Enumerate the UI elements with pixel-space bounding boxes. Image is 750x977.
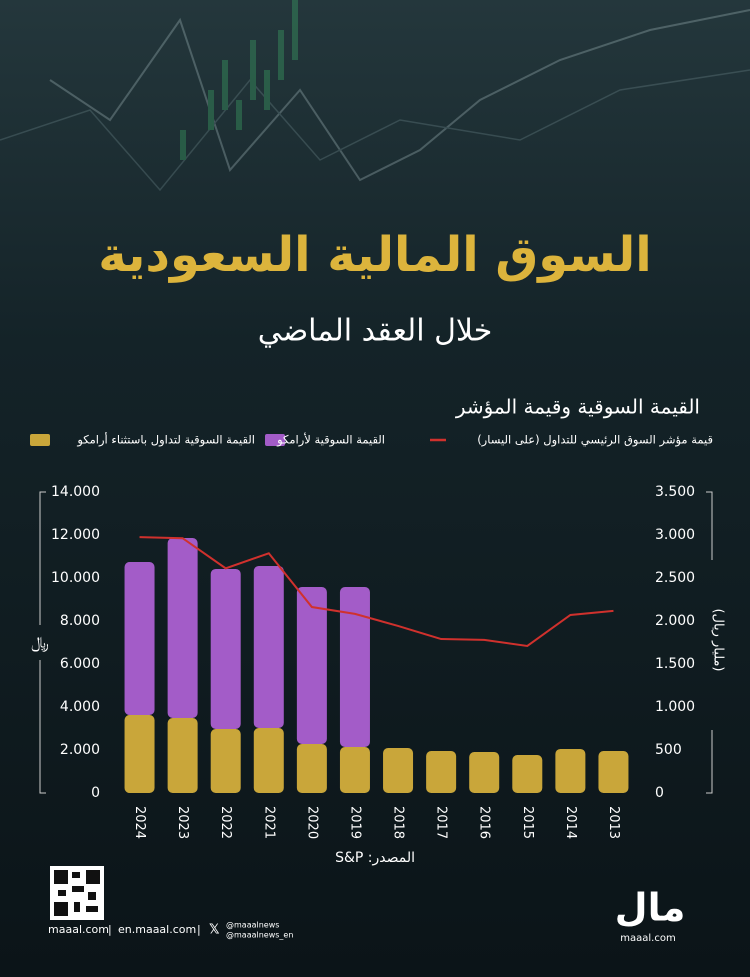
qr-code [50,866,104,920]
x-tick-label: 2020 [304,806,319,839]
y2-tick-label: 500 [655,742,682,758]
x-tick-label: 2022 [218,806,233,839]
x-tick-label: 2014 [563,806,578,839]
x-tick-label: 2016 [477,806,492,839]
subtitle: خلال العقد الماضي [258,314,493,349]
bar [253,727,284,793]
x-icon: 𝕏 [209,923,220,938]
y2-tick-label: 0 [655,785,664,801]
y-tick-label: 8.000 [60,613,100,629]
bar [469,751,500,793]
logo-site: maaal.com [620,933,675,944]
main-title: السوق المالية السعودية [98,227,651,283]
bar [339,587,370,747]
bar [296,743,327,793]
y2-tick-label: 1.500 [655,656,695,672]
y2-axis-label: (مليار ريال) [711,608,726,671]
bar [555,748,586,793]
legend-label: قيمة مؤشر السوق الرئيسي للتداول (على الي… [477,433,713,448]
x-tick-label: 2013 [606,806,621,839]
bar [296,587,327,744]
y-tick-label: 0 [91,785,100,801]
bar [167,538,198,719]
x-tick-label: 2015 [520,806,535,839]
legend-swatch [30,434,50,446]
site: maaal.com [48,923,109,936]
y-tick-label: 14.000 [51,484,100,500]
y2-tick-label: 2.000 [655,613,695,629]
bar [210,568,241,730]
bar [383,748,414,793]
y-tick-label: 4.000 [60,699,100,715]
bar [426,751,457,793]
axis-brackets [39,491,713,794]
y-tick-label: 10.000 [51,570,100,586]
site-en: en.maaal.com [118,923,196,936]
legend-swatch [265,434,285,446]
bar [210,729,241,793]
x-tick-label: 2023 [175,806,190,839]
x-tick-label: 2021 [261,806,276,839]
legend-label: القيمة السوقية لأرامكو [276,433,385,448]
separator: | [108,923,112,936]
bar [598,751,629,793]
chart-title: القيمة السوقية وقيمة المؤشر [455,395,700,419]
bar [167,718,198,793]
logo: مال [615,886,686,930]
handle-en: @maaalnews_en [226,931,293,940]
y-axis-label: ﷼ [31,633,49,653]
background-decoration [0,0,750,192]
bar [512,754,543,793]
y2-tick-label: 3.000 [655,527,695,543]
x-tick-label: 2024 [132,806,147,839]
bar [253,565,284,728]
line [139,536,614,647]
y-tick-label: 6.000 [60,656,100,672]
x-tick-label: 2018 [391,806,406,839]
bar [124,714,155,793]
handle: @maaalnews [226,921,279,930]
bar [339,746,370,793]
x-tick-label: 2019 [347,806,362,839]
y-tick-label: 12.000 [51,527,100,543]
y2-tick-label: 2.500 [655,570,695,586]
bar [124,562,155,715]
separator: | [197,923,201,936]
legend-label: القيمة السوقية لتداول باستثناء أرامكو [76,432,255,448]
source: المصدر: S&P [335,850,415,866]
x-tick-label: 2017 [434,806,449,839]
y2-tick-label: 3.500 [655,484,695,500]
y2-tick-label: 1.000 [655,699,695,715]
y-tick-label: 2.000 [60,742,100,758]
